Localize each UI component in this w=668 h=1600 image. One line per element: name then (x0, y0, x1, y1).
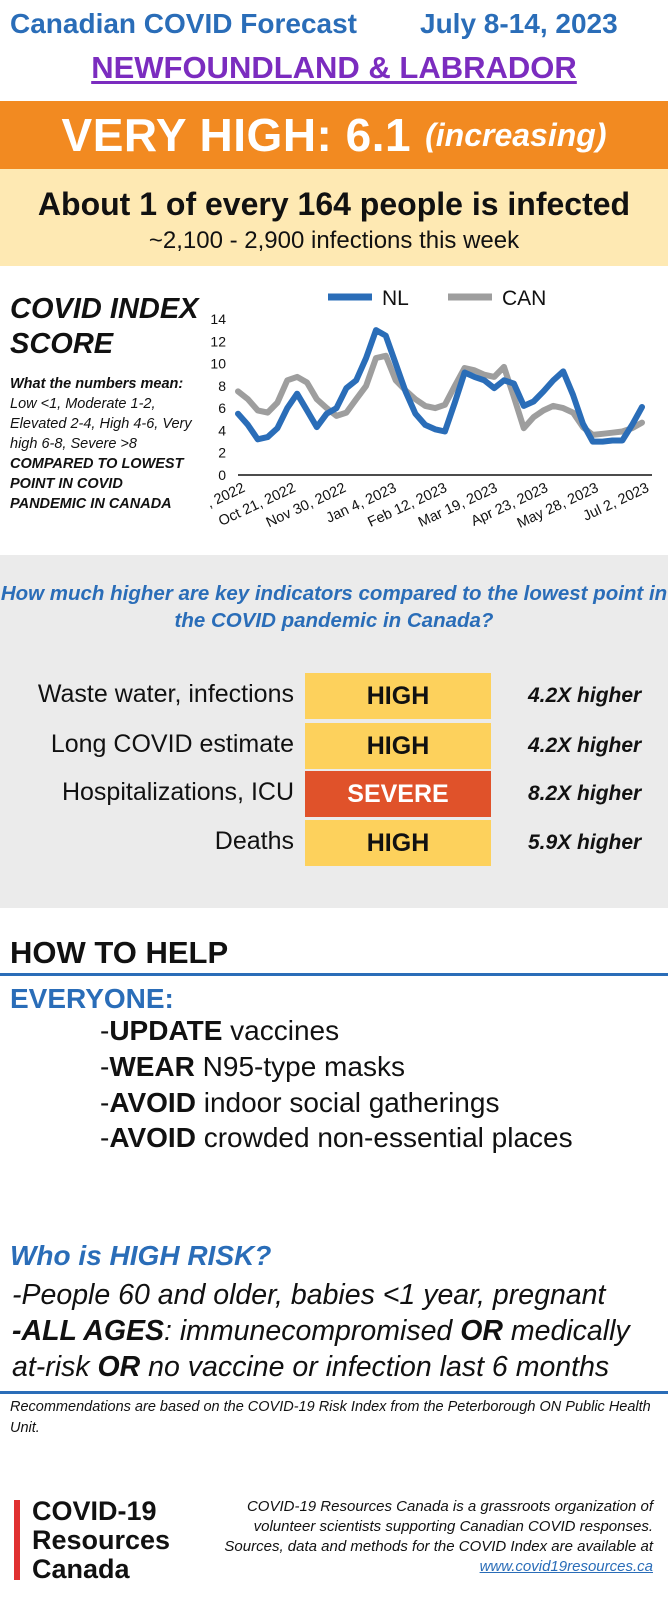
indicator-level-badge: HIGH (305, 673, 491, 719)
indicator-label: Deaths (214, 827, 294, 855)
high-risk-text: : immunecompromised (164, 1315, 461, 1347)
series-line-nl (235, 327, 645, 445)
y-tick-label: 2 (218, 445, 226, 461)
index-notes-body: Low <1, Moderate 1-2, Elevated 2-4, High… (10, 396, 192, 452)
indicator-level-badge: HIGH (305, 820, 491, 866)
y-tick-label: 8 (218, 378, 226, 394)
recommendations-note: Recommendations are based on the COVID-1… (10, 1399, 651, 1436)
action-rest: indoor social gatherings (195, 1087, 500, 1118)
infected-ratio: About 1 of every 164 people is infected (37, 186, 631, 222)
indicator-multiplier: 8.2X higher (528, 782, 642, 805)
index-title: COVID INDEX SCORE (10, 292, 199, 362)
indicator-multiplier: 4.2X higher (528, 684, 642, 707)
indicator-level-badge: HIGH (305, 723, 491, 769)
action-rest: crowded non-essential places (195, 1122, 573, 1153)
help-title: HOW TO HELP (10, 935, 229, 970)
y-tick-label: 12 (210, 333, 226, 349)
index-notes-tail: COMPARED TO LOWEST POINT IN COVID PANDEM… (10, 456, 184, 512)
high-risk-line2: -ALL AGES: immunecompromised OR medicall… (12, 1315, 630, 1348)
indicator-label: Long COVID estimate (50, 730, 294, 758)
y-tick-label: 4 (218, 422, 226, 438)
action-rest: N95-type masks (194, 1051, 405, 1082)
indicator-label: Waste water, infections (37, 680, 294, 708)
index-title-line1: COVID INDEX (10, 293, 199, 325)
legend-label-nl: NL (382, 287, 409, 310)
action-verb: UPDATE (109, 1015, 223, 1046)
help-divider (0, 973, 668, 976)
high-risk-line3: at-risk OR no vaccine or infection last … (12, 1351, 609, 1384)
action-verb: AVOID (109, 1087, 196, 1118)
high-risk-text: medically (502, 1315, 630, 1347)
action-verb: AVOID (109, 1122, 196, 1153)
infections-week: ~2,100 - 2,900 infections this week (148, 227, 520, 254)
y-tick-label: 6 (218, 400, 226, 416)
indicator-multiplier: 5.9X higher (528, 831, 642, 854)
action-item: -WEAR N95-type masks (100, 1051, 405, 1082)
high-risk-title: Who is HIGH RISK? (10, 1240, 272, 1271)
action-item: -AVOID crowded non-essential places (100, 1122, 573, 1153)
infection-summary: About 1 of every 164 people is infected … (0, 169, 668, 266)
logo-line3: Canada (32, 1554, 130, 1584)
action-rest: vaccines (222, 1015, 340, 1046)
risk-level-text: VERY HIGH: 6.1 (61, 109, 412, 161)
indicator-multiplier: 4.2X higher (528, 734, 642, 757)
logo-accent-bar (14, 1500, 20, 1580)
index-title-line2: SCORE (10, 328, 114, 360)
indicators-question: How much higher are key indicators compa… (0, 582, 668, 632)
high-risk-text: no vaccine or infection last 6 months (140, 1351, 610, 1383)
high-risk-divider (0, 1391, 668, 1394)
indicator-label: Hospitalizations, ICU (61, 778, 294, 806)
indicator-level-badge: SEVERE (305, 771, 491, 817)
high-risk-text: at-risk (12, 1351, 98, 1383)
region-title: NEWFOUNDLAND & LABRADOR (91, 50, 577, 85)
action-verb: WEAR (109, 1051, 195, 1082)
org-logo: COVID-19 Resources Canada (32, 1497, 170, 1584)
website-link[interactable]: www.covid19resources.ca (479, 1558, 653, 1575)
about-body: COVID-19 Resources Canada is a grassroot… (224, 1498, 653, 1555)
forecast-dates: July 8-14, 2023 (420, 8, 618, 39)
legend-label-can: CAN (502, 287, 546, 310)
series-line-can (235, 352, 645, 438)
index-notes: What the numbers mean: Low <1, Moderate … (10, 374, 200, 514)
forecast-title: Canadian COVID Forecast (10, 8, 357, 39)
logo-line2: Resources (32, 1525, 171, 1555)
logo-line1: COVID-19 (32, 1496, 157, 1526)
about-text: COVID-19 Resources Canada is a grassroot… (215, 1497, 653, 1577)
y-tick-label: 14 (210, 311, 226, 327)
high-risk-all-ages: -ALL AGES (12, 1315, 165, 1347)
high-risk-or: OR (460, 1315, 503, 1347)
risk-level-banner: VERY HIGH: 6.1 (increasing) (0, 101, 668, 169)
action-item: -AVOID indoor social gatherings (100, 1087, 500, 1118)
risk-trend: (increasing) (425, 116, 607, 153)
action-item: -UPDATE vaccines (100, 1015, 340, 1046)
high-risk-line1: -People 60 and older, babies <1 year, pr… (12, 1279, 606, 1311)
y-tick-label: 0 (218, 467, 226, 483)
high-risk-or: OR (97, 1351, 141, 1383)
index-notes-head: What the numbers mean: (10, 376, 184, 392)
everyone-heading: EVERYONE: (10, 983, 174, 1014)
y-tick-label: 10 (210, 356, 226, 372)
